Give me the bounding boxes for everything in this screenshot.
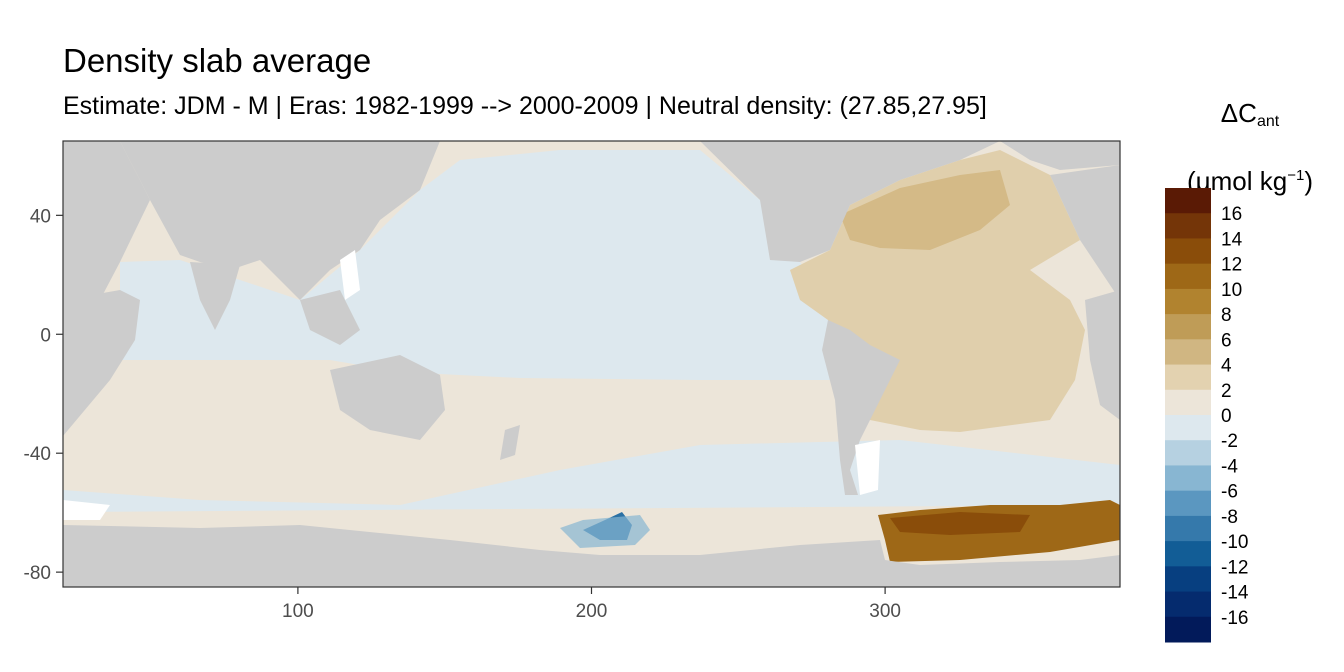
legend-swatch [1165, 288, 1211, 315]
legend-break-label: -16 [1221, 608, 1248, 629]
legend-swatch [1165, 515, 1211, 542]
x-tick-label: 300 [869, 601, 901, 622]
x-tick-label: 200 [576, 601, 608, 622]
legend-swatch [1165, 364, 1211, 391]
legend-swatch [1165, 541, 1211, 567]
legend-break-label: 0 [1221, 406, 1232, 427]
legend: 16 14 12 10 8 6 4 2 0 -2 -4 -6 -8 -10 -12 -14 -16 [1165, 188, 1249, 643]
legend-title: ΔCant (μmol kg−1) [1160, 86, 1340, 208]
legend-swatch [1165, 591, 1211, 618]
y-tick-label: -80 [24, 563, 51, 584]
y-tick-label: 0 [40, 325, 51, 346]
legend-swatch [1165, 263, 1211, 290]
chart-title: Density slab average [63, 42, 372, 79]
legend-swatch [1165, 616, 1211, 643]
legend-break-label: 2 [1221, 381, 1232, 402]
legend-break-label: 14 [1221, 229, 1243, 250]
y-tick-label: -40 [24, 444, 51, 465]
plot-area [63, 141, 1120, 587]
legend-break-label: -10 [1221, 532, 1248, 553]
legend-swatch [1165, 490, 1211, 517]
legend-break-label: -12 [1221, 557, 1248, 578]
missing-data [63, 250, 880, 520]
legend-swatch [1165, 566, 1211, 593]
legend-break-label: 4 [1221, 356, 1232, 377]
legend-title-main: ΔC [1220, 98, 1257, 128]
y-axis: 40 0 -40 -80 [24, 206, 63, 584]
legend-break-label: 12 [1221, 255, 1242, 276]
legend-swatch [1165, 314, 1211, 340]
legend-break-label: -4 [1221, 456, 1238, 477]
land [63, 141, 1120, 587]
legend-swatch [1165, 188, 1211, 214]
legend-unit-close: ) [1304, 166, 1313, 196]
chart-subtitle: Estimate: JDM - M | Eras: 1982-1999 --> … [63, 92, 987, 120]
legend-break-label: -6 [1221, 482, 1238, 503]
y-tick-label: 40 [30, 206, 51, 227]
legend-break-label: 8 [1221, 305, 1232, 326]
legend-swatch [1165, 238, 1211, 265]
legend-unit-sup: −1 [1287, 167, 1305, 184]
x-axis: 100 200 300 [282, 587, 901, 622]
region-north-atlantic [840, 170, 1010, 250]
legend-swatch [1165, 465, 1211, 492]
legend-swatch [1165, 415, 1211, 441]
legend-break-label: -14 [1221, 583, 1249, 604]
legend-swatch [1165, 440, 1211, 466]
legend-swatch [1165, 389, 1211, 416]
legend-break-label: -8 [1221, 507, 1238, 528]
x-tick-label: 100 [282, 601, 314, 622]
legend-swatch [1165, 339, 1211, 366]
legend-break-label: 10 [1221, 280, 1242, 301]
region-ross-edge [560, 515, 650, 548]
region-weddell-core [890, 512, 1030, 535]
legend-break-label: -2 [1221, 431, 1238, 452]
legend-break-label: 16 [1221, 204, 1242, 225]
legend-break-label: 6 [1221, 330, 1232, 351]
legend-title-sub: ant [1256, 113, 1280, 130]
region-pacific-north [120, 150, 845, 380]
legend-swatch [1165, 213, 1211, 239]
